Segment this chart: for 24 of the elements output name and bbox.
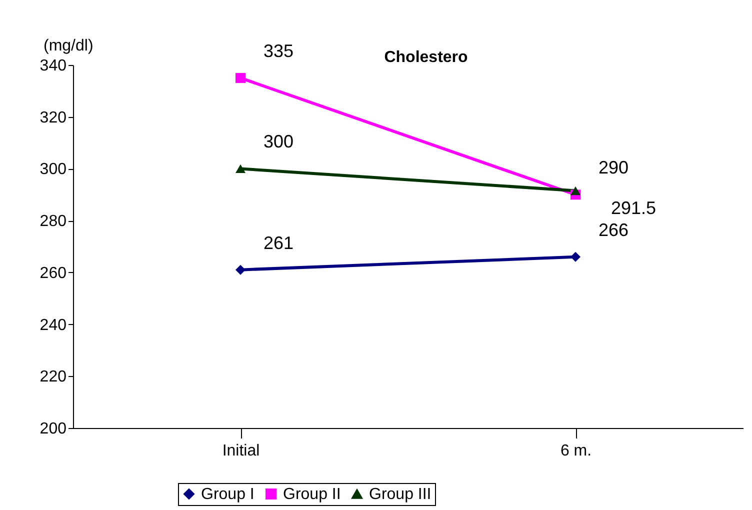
data-label: 266: [598, 220, 629, 240]
x-tick-label: Initial: [222, 442, 260, 460]
data-label: 300: [263, 132, 294, 152]
point: [570, 252, 580, 262]
data-label: 261: [263, 232, 294, 253]
point: [236, 264, 246, 275]
legend-label: Group I: [201, 486, 254, 503]
y-tick-label: 220: [40, 368, 67, 386]
point: [236, 72, 246, 83]
data-label: 335: [263, 40, 294, 61]
legend-label: Group III: [369, 486, 432, 503]
legend-label: Group II: [283, 486, 341, 503]
y-tick-label: 260: [40, 264, 67, 282]
x-tick-label: 6 m.: [560, 442, 592, 460]
y-tick-label: 200: [40, 420, 67, 438]
chart-title: Cholestero: [384, 49, 468, 66]
y-tick-label: 300: [40, 161, 67, 178]
y-axis-title: (mg/dl): [44, 38, 94, 54]
data-label: 290: [598, 158, 629, 178]
y-tick-label: 240: [40, 316, 67, 334]
y-tick-label: 320: [40, 109, 67, 126]
y-tick-label: 280: [40, 213, 67, 230]
y-tick-label: 340: [40, 58, 67, 74]
data-label: 291.5: [610, 198, 656, 218]
